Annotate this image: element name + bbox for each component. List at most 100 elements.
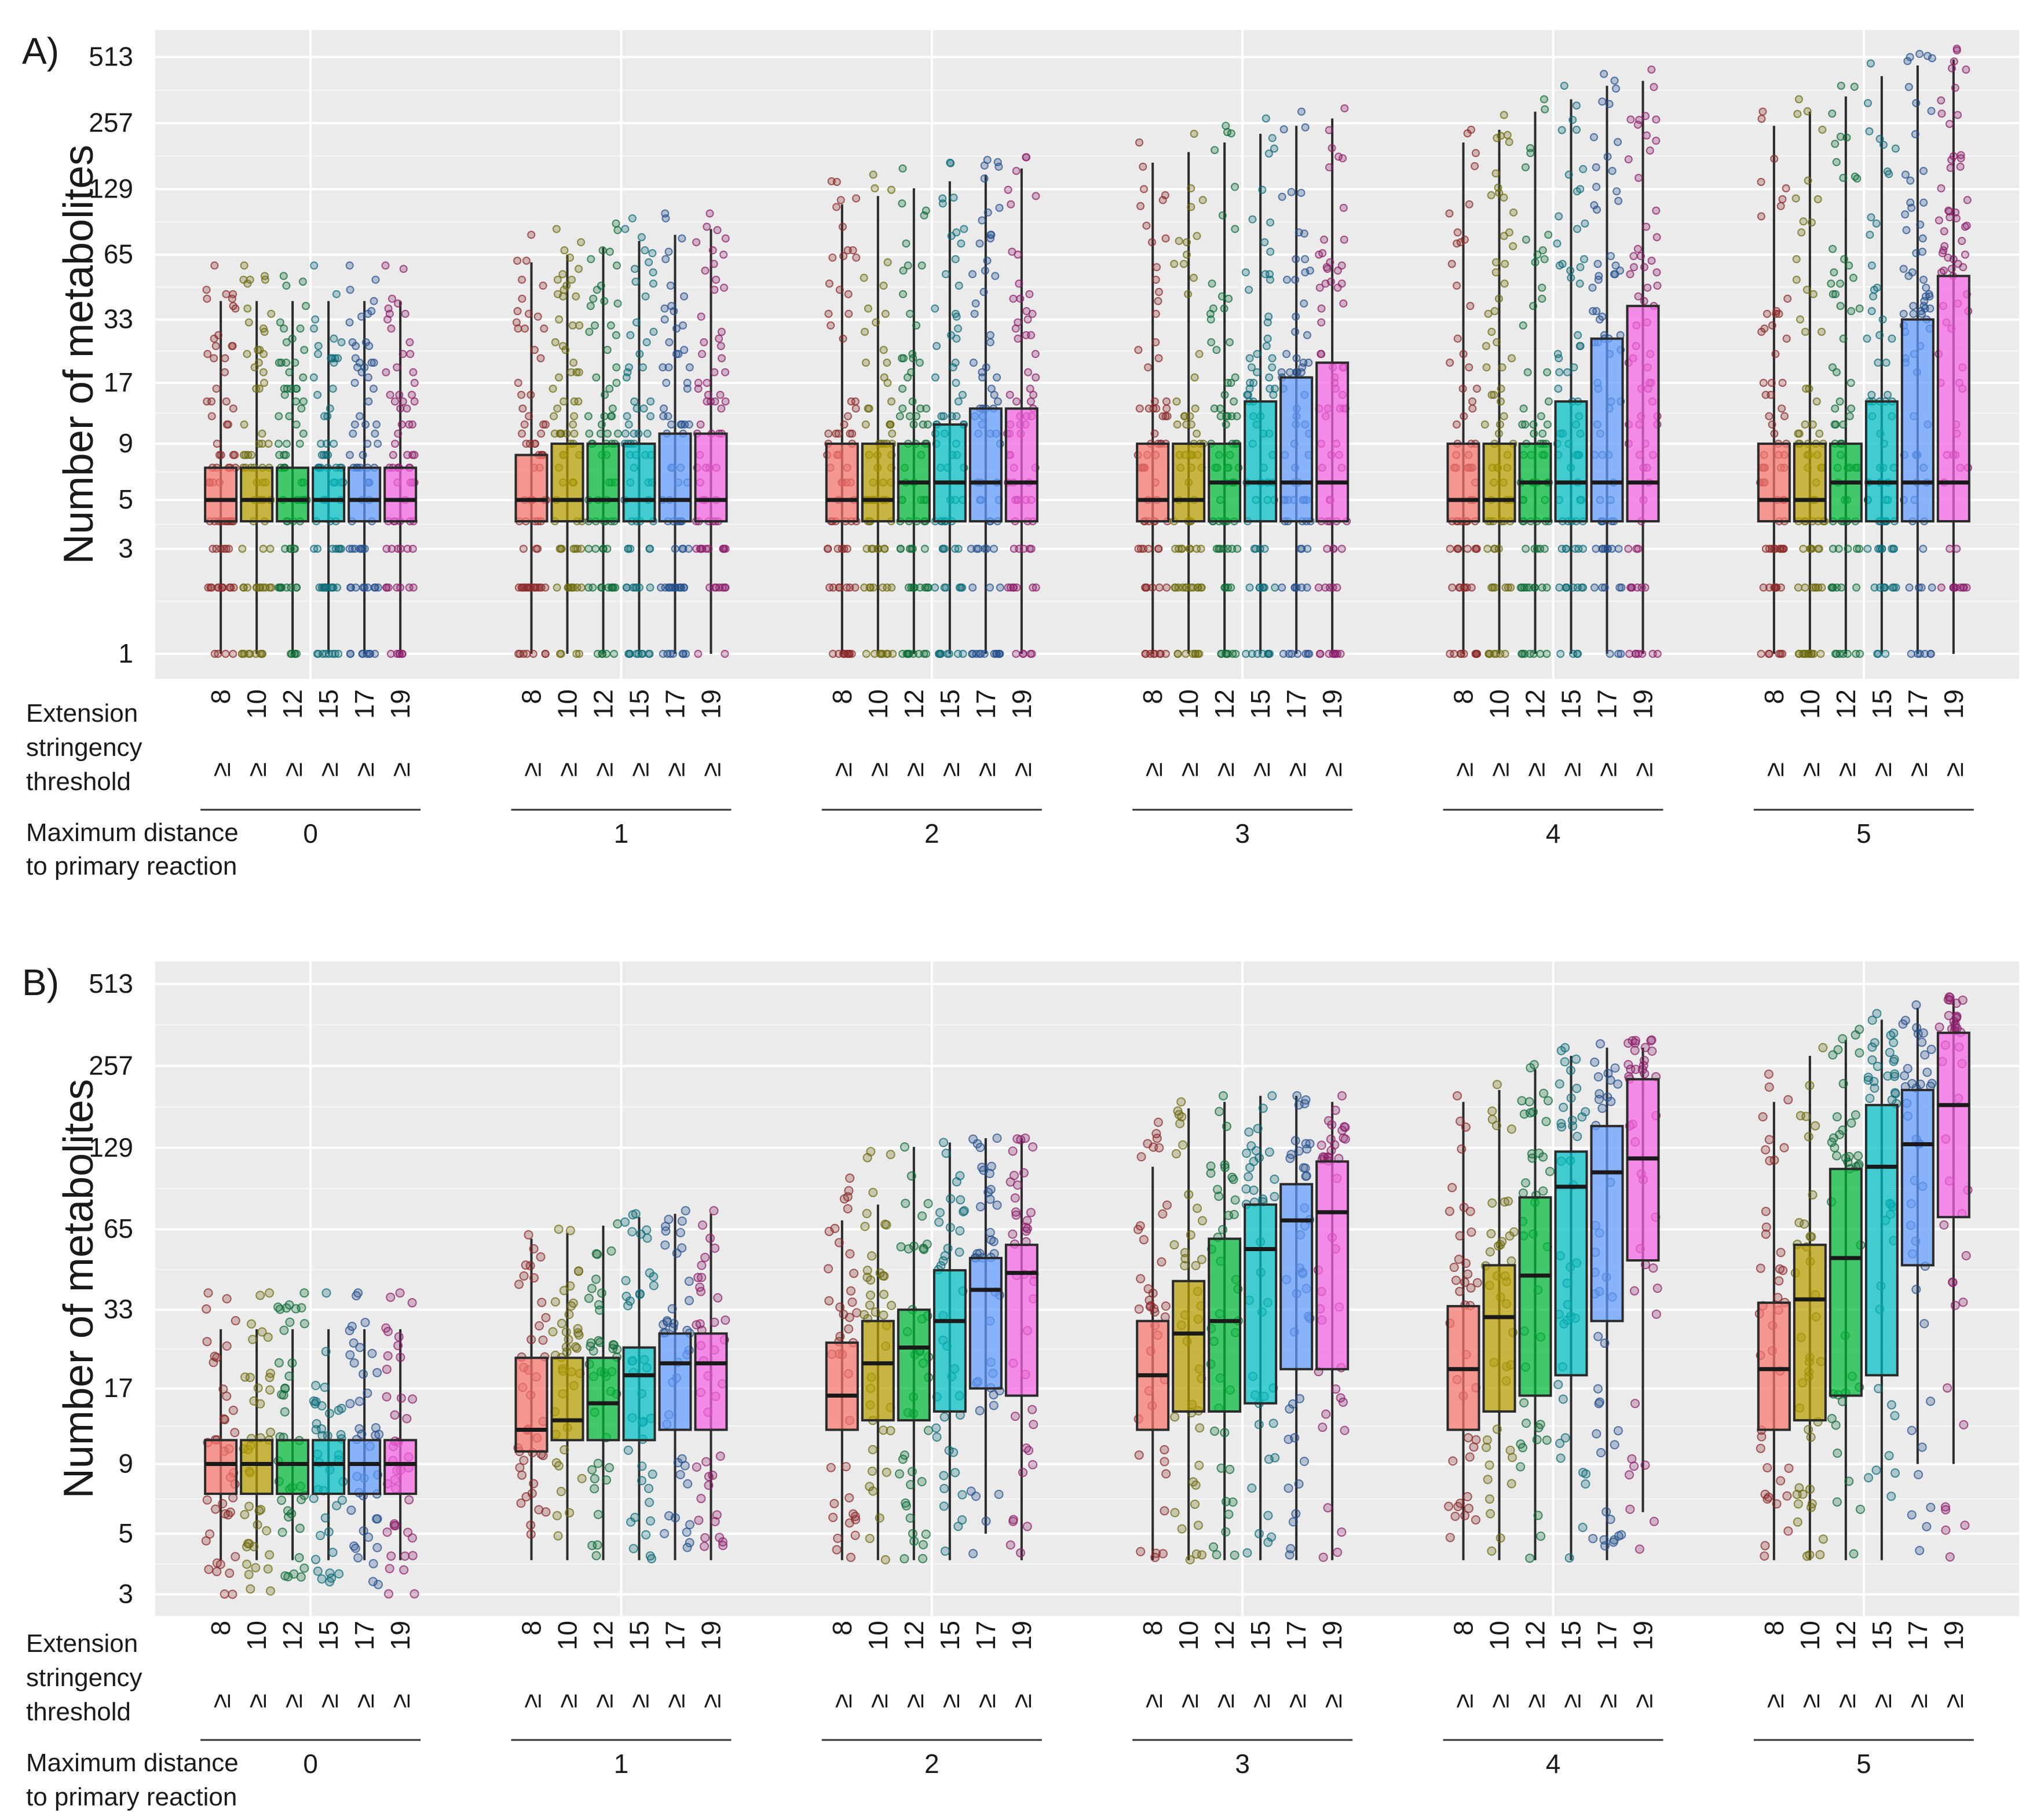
data-point: [325, 1577, 335, 1586]
data-point: [980, 174, 989, 183]
data-point: [1625, 1504, 1635, 1514]
data-point: [1463, 1269, 1473, 1279]
data-point: [1578, 1523, 1588, 1533]
data-point: [1792, 255, 1801, 264]
data-point: [1757, 212, 1765, 221]
data-point: [1507, 1479, 1516, 1489]
data-point: [1494, 294, 1503, 303]
data-point: [1293, 368, 1301, 376]
data-point: [267, 309, 276, 318]
data-point: [1190, 373, 1199, 382]
data-point: [550, 429, 559, 438]
data-point: [575, 649, 583, 658]
data-point: [882, 1467, 891, 1477]
data-point: [1445, 1207, 1454, 1216]
data-point: [1184, 290, 1193, 298]
data-point: [1772, 583, 1781, 592]
data-point: [1453, 228, 1462, 237]
data-point: [862, 544, 871, 553]
data-point: [931, 1423, 941, 1433]
data-point: [916, 404, 925, 413]
category-label: 17: [349, 1621, 379, 1650]
data-point: [1145, 1295, 1154, 1305]
data-point: [1783, 1526, 1793, 1536]
data-point: [1222, 420, 1230, 429]
data-point: [554, 290, 562, 298]
data-point: [643, 429, 652, 438]
data-point: [1945, 995, 1955, 1005]
data-point: [1336, 1393, 1345, 1403]
data-point: [1855, 1048, 1864, 1058]
data-point: [953, 324, 962, 333]
data-point: [1633, 244, 1642, 253]
data-point: [1865, 1094, 1875, 1103]
data-point: [265, 1586, 275, 1596]
data-point: [325, 1409, 335, 1418]
data-point: [1801, 583, 1809, 592]
data-point: [408, 451, 417, 459]
data-point: [1487, 583, 1496, 592]
data-point: [835, 1332, 845, 1341]
group-label: 5: [1856, 1749, 1871, 1779]
data-point: [952, 334, 961, 343]
data-point: [698, 350, 707, 359]
data-point: [904, 261, 912, 270]
data-point: [1652, 233, 1661, 242]
data-point: [1228, 1497, 1238, 1507]
data-point: [1830, 420, 1839, 429]
data-point: [554, 1461, 564, 1471]
data-point: [381, 1323, 391, 1333]
data-point: [1191, 1260, 1201, 1270]
data-point: [1333, 283, 1342, 292]
data-point: [1295, 1394, 1304, 1403]
threshold-prefix: ≥: [1831, 1694, 1861, 1708]
data-point: [832, 178, 841, 187]
data-point: [905, 1513, 915, 1523]
data-point: [1764, 1135, 1774, 1145]
data-point: [1840, 255, 1849, 264]
data-point: [1911, 1000, 1921, 1010]
data-point: [572, 368, 581, 376]
data-point: [1214, 1191, 1224, 1201]
y-tick-label: 5: [118, 1518, 133, 1548]
data-point: [612, 261, 621, 270]
data-point: [1768, 544, 1776, 553]
data-point: [244, 1570, 254, 1580]
data-point: [842, 583, 851, 592]
data-point: [682, 1527, 692, 1537]
data-point: [207, 397, 216, 406]
data-point: [325, 1568, 335, 1578]
data-point: [721, 368, 730, 376]
data-point: [228, 1589, 237, 1599]
group-label: 1: [614, 1749, 629, 1779]
data-point: [646, 397, 655, 406]
data-point: [1555, 212, 1563, 221]
data-point: [1303, 583, 1311, 592]
threshold-prefix: ≥: [1138, 1694, 1168, 1708]
data-point: [292, 583, 301, 592]
data-point: [994, 1490, 1004, 1500]
data-point: [1226, 338, 1234, 346]
data-point: [1023, 315, 1032, 324]
data-point: [1268, 363, 1277, 372]
data-point: [879, 281, 888, 290]
data-point: [1139, 162, 1147, 171]
data-point: [630, 397, 639, 406]
data-point: [513, 307, 522, 316]
data-point: [705, 583, 714, 592]
data-point: [991, 272, 1000, 280]
data-point: [1806, 1432, 1816, 1442]
data-point: [1769, 1155, 1779, 1165]
data-point: [710, 368, 719, 376]
data-point: [1012, 1180, 1022, 1190]
data-point: [1322, 263, 1331, 272]
box: [1590, 337, 1624, 522]
data-point: [1952, 1023, 1962, 1033]
data-point: [712, 583, 721, 592]
data-point: [1919, 167, 1928, 176]
data-point: [1775, 1264, 1785, 1274]
data-point: [1851, 1030, 1860, 1040]
data-point: [358, 649, 367, 658]
